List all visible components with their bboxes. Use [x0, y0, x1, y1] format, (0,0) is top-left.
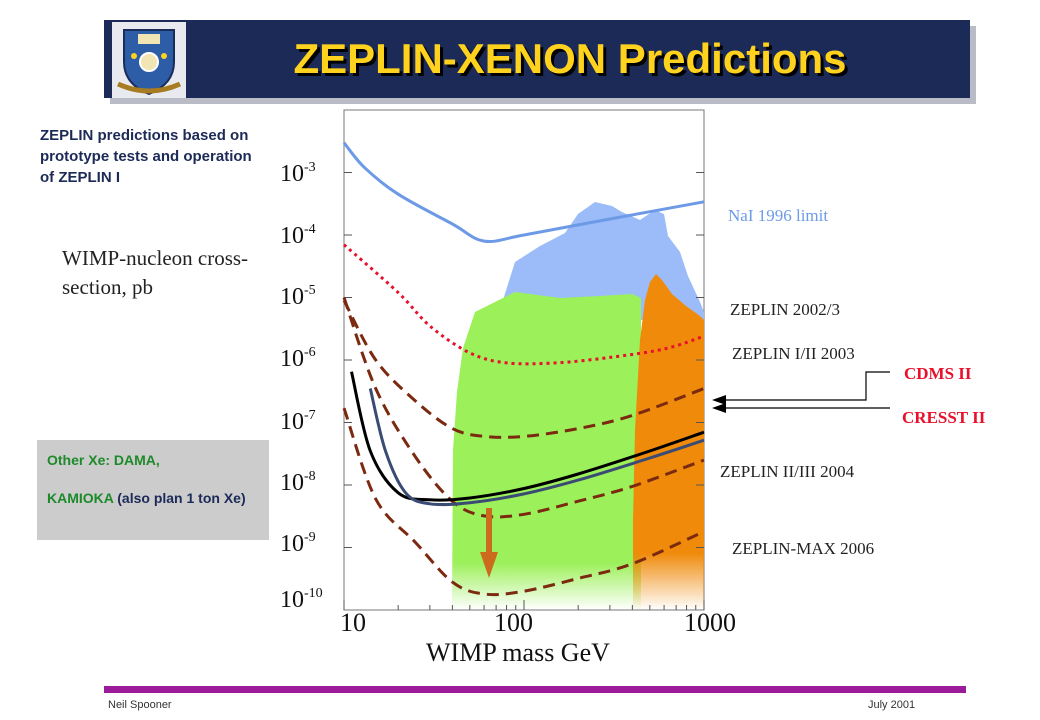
kamioka-plan-text: (also plan 1 ton Xe) — [113, 490, 246, 506]
label-cdms-ii: CDMS II — [904, 364, 972, 383]
down-arrow-head — [480, 552, 498, 578]
x-tick-100: 100 — [494, 608, 533, 637]
x-tick-1000: 1000 — [684, 608, 736, 637]
footer-author: Neil Spooner — [108, 699, 172, 711]
university-crest-logo — [112, 22, 186, 98]
green-region — [452, 292, 641, 610]
x-tick-10: 10 — [340, 608, 366, 637]
cresst-pointer-arrowhead — [712, 403, 726, 413]
other-xe-line2: KAMIOKA (also plan 1 ton Xe) — [47, 486, 265, 510]
label-cresst-ii: CRESST II — [902, 408, 986, 427]
series-line-cdms — [350, 371, 705, 502]
x-axis-label: WIMP mass GeV — [426, 638, 610, 667]
y-tick-1e-5: 10-5 — [280, 283, 316, 310]
series-line-z2003 — [342, 299, 705, 439]
curves-group — [342, 141, 705, 597]
label-zeplin-2004: ZEPLIN II/III 2004 — [720, 462, 855, 481]
footer-bar — [104, 686, 966, 693]
slide-title: ZEPLIN-XENON Predictions — [293, 35, 847, 82]
y-tick-1e-4: 10-4 — [280, 222, 316, 249]
title-banner — [104, 20, 970, 98]
y-tick-1e-3: 10-3 — [280, 160, 316, 187]
footer-date: July 2001 — [868, 699, 916, 711]
predictions-note: ZEPLIN predictions based on prototype te… — [40, 127, 252, 186]
y-tick-1e-8: 10-8 — [280, 469, 316, 496]
label-zeplin-2003: ZEPLIN I/II 2003 — [732, 344, 855, 363]
y-tick-1e-7: 10-7 — [280, 408, 316, 435]
label-zeplin-2002: ZEPLIN 2002/3 — [730, 300, 841, 319]
other-xe-box — [37, 440, 269, 540]
label-zeplin-max: ZEPLIN-MAX 2006 — [732, 539, 875, 558]
axis-ticks — [343, 172, 705, 610]
y-tick-1e-10: 10-10 — [280, 586, 323, 613]
y-tick-1e-6: 10-6 — [280, 345, 316, 372]
cdms-pointer-line — [720, 371, 890, 401]
label-nai-1996: NaI 1996 limit — [728, 206, 829, 225]
series-line-z2002 — [343, 243, 705, 366]
cdms-pointer-arrowhead — [712, 395, 726, 405]
orange-region — [633, 274, 704, 610]
kamioka-text: KAMIOKA — [47, 490, 114, 506]
series-line-cresst — [368, 388, 705, 507]
y-axis-label: WIMP-nucleon cross-section, pb — [62, 246, 249, 299]
other-xe-line1: Other Xe: DAMA, — [47, 452, 160, 468]
y-tick-1e-9: 10-9 — [280, 530, 316, 557]
series-line-zmax — [342, 407, 705, 597]
series-line-nai — [342, 141, 705, 244]
series-line-z2004 — [342, 297, 705, 519]
